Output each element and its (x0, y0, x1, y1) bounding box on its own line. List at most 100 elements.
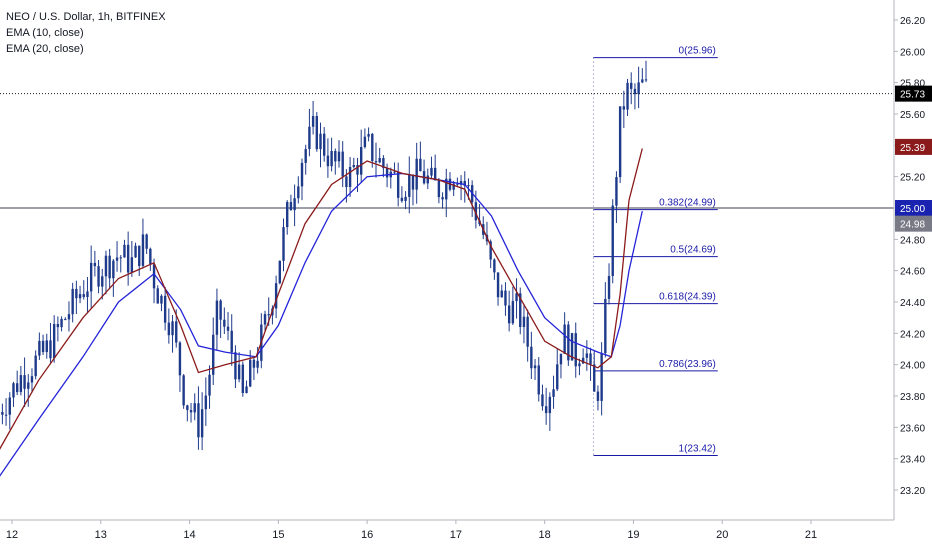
legend-ema-fast[interactable]: EMA (10, close) (6, 27, 84, 39)
x-tick-label: 19 (627, 529, 639, 541)
ema-10-line[interactable] (0, 148, 643, 451)
candle-body (415, 158, 418, 190)
candle-body (593, 364, 596, 392)
candle-body (249, 359, 252, 387)
candle-body (156, 288, 159, 304)
candle-body (56, 324, 60, 328)
candle-body (570, 333, 574, 361)
candle-body (596, 391, 600, 401)
candle-body (337, 151, 341, 162)
candle-body (45, 340, 48, 353)
candle-body (348, 166, 352, 188)
candle-body (537, 365, 540, 395)
candle-body (1, 411, 4, 415)
candle-body (126, 244, 130, 273)
candle-body (530, 346, 533, 369)
candle-body (93, 262, 97, 267)
candle-body (286, 202, 289, 228)
y-tick-label: 23.20 (900, 486, 925, 497)
candle-body (30, 376, 34, 383)
legend-symbol[interactable]: NEO / U.S. Dollar, 1h, BITFINEX (6, 11, 166, 23)
ema-20-line[interactable] (0, 172, 643, 478)
candle-body (75, 288, 78, 299)
candle-body (626, 82, 629, 110)
candle-body (115, 257, 119, 261)
price-tag-ema_fast_tag (895, 138, 932, 155)
candle-body (430, 167, 433, 176)
candle-body (408, 174, 411, 197)
candle-body (589, 353, 592, 365)
candle-body (315, 116, 319, 150)
candle-body (89, 262, 93, 292)
candle-body (359, 147, 363, 175)
candle-body (637, 82, 640, 95)
candle-body (567, 324, 570, 361)
x-tick-label: 15 (272, 529, 284, 541)
candle-body (604, 298, 607, 354)
candle-body (212, 334, 215, 375)
candle-body (371, 133, 374, 162)
candles-layer (1, 60, 648, 451)
candle-body (101, 276, 104, 287)
fib-level-label: 1(23.42) (679, 444, 716, 455)
candle-body (511, 301, 515, 324)
candle-body (252, 359, 256, 368)
candle-body (519, 293, 522, 328)
candle-body (559, 353, 563, 365)
candle-body (352, 165, 355, 167)
candle-body (504, 290, 507, 306)
candle-body (474, 202, 478, 221)
candle-body (274, 283, 278, 309)
candle-body (27, 382, 30, 389)
candle-body (456, 183, 459, 185)
candle-body (97, 266, 100, 287)
candle-body (200, 409, 204, 438)
legend-ema-slow[interactable]: EMA (20, close) (6, 43, 84, 55)
y-tick-label: 24.00 (900, 361, 925, 372)
candle-body (622, 106, 626, 110)
candle-body (544, 406, 548, 414)
x-tick-label: 12 (6, 529, 18, 541)
x-tick-label: 16 (361, 529, 373, 541)
candle-body (71, 288, 74, 315)
candle-body (548, 396, 552, 414)
candle-body (363, 136, 367, 148)
candle-body (123, 244, 126, 258)
candle-body (23, 375, 26, 389)
candle-body (641, 79, 644, 83)
candle-body (167, 322, 171, 336)
candle-body (459, 180, 463, 185)
candle-body (496, 272, 500, 298)
candle-body (256, 360, 259, 368)
candle-body (463, 180, 466, 186)
candle-body (500, 290, 503, 298)
price-tag-ema_slow_tag (895, 200, 932, 216)
y-tick-label: 23.60 (900, 423, 925, 434)
candle-body (419, 158, 422, 172)
y-tick-label: 24.20 (900, 329, 925, 340)
price-tags-layer: 25.73 25.39 25.00 24.98 (895, 85, 932, 232)
y-tick-label: 24.80 (900, 235, 925, 246)
candle-body (522, 316, 526, 328)
candle-body (152, 264, 156, 289)
candle-body (556, 364, 559, 390)
candle-body (186, 405, 189, 411)
price-tag-label: 25.73 (900, 90, 925, 101)
candle-body (64, 318, 67, 320)
candle-body (189, 410, 193, 413)
candle-body (356, 165, 359, 175)
candle-body (134, 245, 137, 258)
y-tick-label: 26.20 (900, 16, 925, 27)
y-tick-label: 25.20 (900, 173, 925, 184)
fib-level-label: 0.618(24.39) (659, 292, 716, 303)
candle-body (404, 196, 407, 201)
candle-body (60, 318, 63, 328)
y-tick-label: 25.80 (900, 79, 925, 90)
candle-body (223, 319, 226, 327)
candle-body (112, 260, 115, 279)
candle-body (330, 150, 333, 167)
candle-body (4, 414, 8, 416)
fibonacci-retracement[interactable]: 0(25.96) 0.382(24.99) 0.5(24.69) 0.618(24.3… (593, 46, 718, 457)
